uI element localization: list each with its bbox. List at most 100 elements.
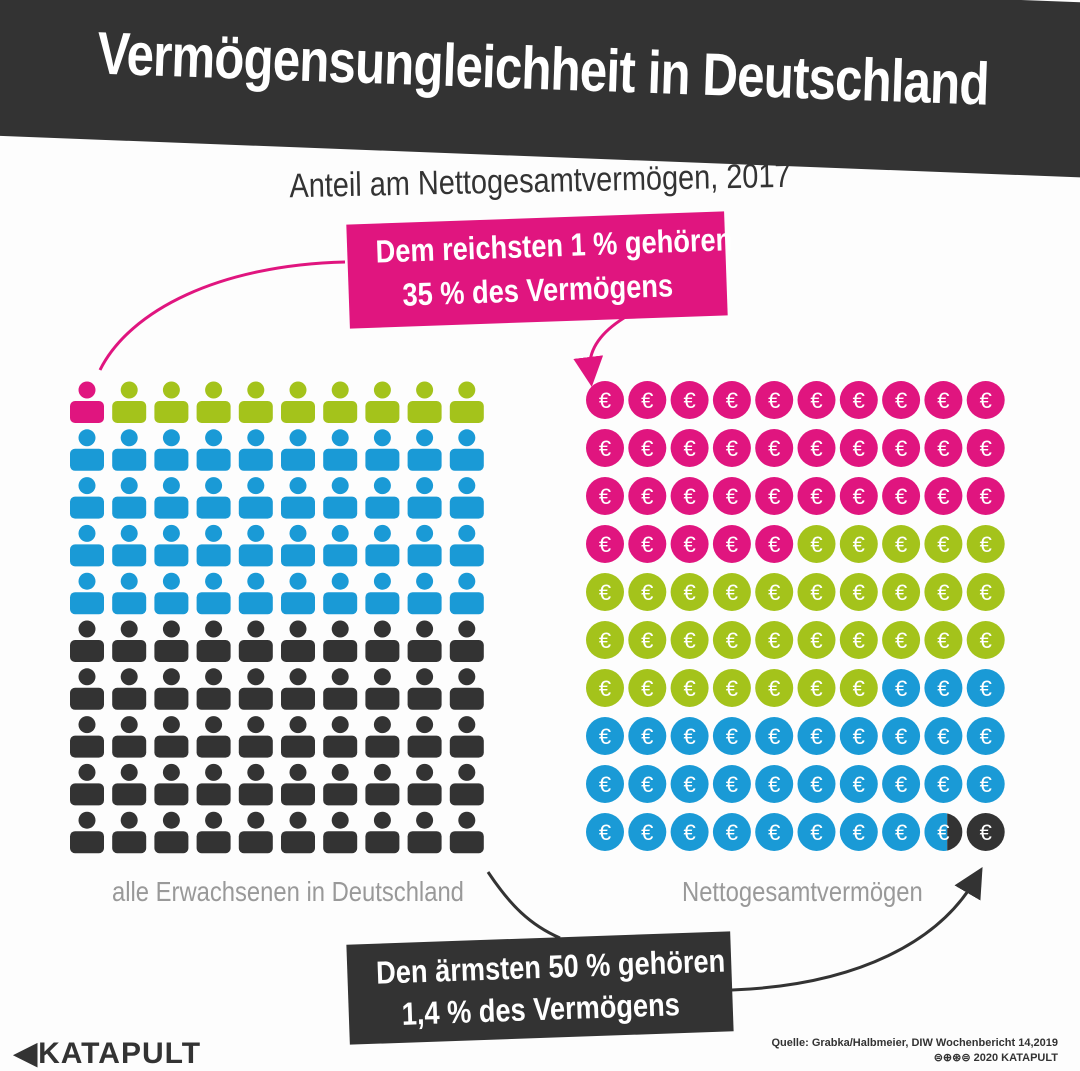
license-line: ⊜⊕⊛⊜ 2020 KATAPULT <box>771 1051 1058 1066</box>
svg-text:€: € <box>726 532 738 557</box>
person-icon <box>365 668 400 710</box>
person-icon <box>323 811 358 854</box>
euro-coin-icon: € <box>628 813 667 851</box>
svg-text:€: € <box>726 628 738 653</box>
person-icon <box>281 572 315 615</box>
svg-text:€: € <box>683 772 695 797</box>
person-icon <box>281 668 315 710</box>
source-note: Quelle: Grabka/Halbmeier, DIW Wochenberi… <box>771 1036 1058 1066</box>
person-icon <box>112 524 147 567</box>
euro-coin-icon: € <box>966 717 1005 755</box>
arrow-top <box>98 260 346 371</box>
source-text: Quelle: Grabka/Halbmeier, DIW Wochenberi… <box>771 1037 1058 1049</box>
person-icon <box>112 668 147 710</box>
svg-text:€: € <box>853 724 865 749</box>
euro-coin-icon: € <box>797 669 836 707</box>
svg-text:€: € <box>683 724 695 749</box>
person-icon <box>407 477 442 519</box>
person-icon <box>238 811 273 854</box>
svg-text:€: € <box>895 676 907 701</box>
euro-coin-icon: € <box>712 381 751 419</box>
svg-text:€: € <box>937 772 949 797</box>
euro-coin-icon: € <box>586 573 624 611</box>
euro-coin-icon: € <box>670 429 709 467</box>
euro-coin-icon: € <box>712 621 751 659</box>
person-icon <box>196 429 231 471</box>
svg-text:€: € <box>641 676 653 701</box>
euro-coin-icon: € <box>797 765 836 803</box>
euro-coin-icon: € <box>797 429 836 467</box>
svg-text:€: € <box>768 820 780 845</box>
euro-coin-icon: € <box>924 669 963 707</box>
person-icon <box>70 716 104 758</box>
svg-text:€: € <box>599 580 611 605</box>
euro-coin-icon: € <box>586 765 624 803</box>
euro-coin-icon: € <box>755 765 794 803</box>
person-icon <box>70 811 104 854</box>
svg-text:€: € <box>853 820 865 845</box>
person-icon <box>112 716 147 758</box>
euro-coin-icon: € <box>882 765 921 803</box>
person-icon <box>281 620 315 662</box>
euro-coin-icon: € <box>839 381 878 419</box>
person-icon <box>238 620 273 662</box>
svg-text:€: € <box>641 628 653 653</box>
svg-text:€: € <box>937 580 949 605</box>
person-icon <box>154 572 189 615</box>
person-icon <box>238 381 273 423</box>
euro-coin-icon: € <box>628 573 667 611</box>
person-icon <box>281 381 315 423</box>
person-icon <box>323 716 358 758</box>
euro-coin-icon: € <box>755 525 794 563</box>
euro-coin-icon: € <box>755 429 794 467</box>
svg-text:€: € <box>937 388 949 413</box>
svg-text:€: € <box>641 724 653 749</box>
euro-coin-icon: € <box>882 477 921 515</box>
euro-coin-icon: € <box>966 765 1005 803</box>
euro-coin-icon: € <box>586 621 624 659</box>
svg-text:€: € <box>937 724 949 749</box>
person-icon <box>449 477 484 519</box>
svg-text:€: € <box>768 676 780 701</box>
euro-coin-icon: € <box>797 717 836 755</box>
svg-text:€: € <box>810 724 822 749</box>
euro-coin-icon: € <box>924 477 963 515</box>
svg-text:€: € <box>726 436 738 461</box>
person-icon <box>196 763 231 806</box>
euro-coin-icon: € <box>797 525 836 563</box>
logo-text: KATAPULT <box>38 1037 202 1070</box>
person-icon <box>281 429 315 471</box>
person-icon <box>112 429 147 471</box>
person-icon <box>323 477 358 519</box>
euro-coin-icon: € <box>628 669 667 707</box>
svg-text:€: € <box>980 580 992 605</box>
person-icon <box>407 572 442 615</box>
person-icon <box>154 620 189 662</box>
euro-coin-icon: € <box>586 525 624 563</box>
euro-coin-icon: € <box>882 717 921 755</box>
svg-text:€: € <box>895 772 907 797</box>
svg-text:€: € <box>810 628 822 653</box>
person-icon <box>365 524 400 567</box>
person-icon <box>70 429 104 471</box>
person-icon <box>196 381 231 423</box>
euro-coin-icon: € <box>966 813 1005 851</box>
svg-text:€: € <box>980 628 992 653</box>
euro-coin-icon: € <box>628 381 667 419</box>
svg-text:€: € <box>980 388 992 413</box>
euro-coin-icon: € <box>839 477 878 515</box>
svg-text:€: € <box>683 388 695 413</box>
person-icon <box>154 668 189 710</box>
euro-coin-icon: € <box>797 381 836 419</box>
svg-text:€: € <box>726 772 738 797</box>
euro-coin-icon: € <box>586 717 624 755</box>
person-icon <box>196 572 231 615</box>
cc-license-icons: ⊜⊕⊛⊜ <box>933 1052 974 1064</box>
person-icon <box>238 668 273 710</box>
person-icon <box>238 572 273 615</box>
euro-coin-icon: € <box>712 477 751 515</box>
euro-coin-icon: € <box>966 525 1005 563</box>
callout-richest: Dem reichsten 1 % gehören 35 % des Vermö… <box>346 211 733 329</box>
svg-text:€: € <box>726 724 738 749</box>
svg-text:€: € <box>937 628 949 653</box>
